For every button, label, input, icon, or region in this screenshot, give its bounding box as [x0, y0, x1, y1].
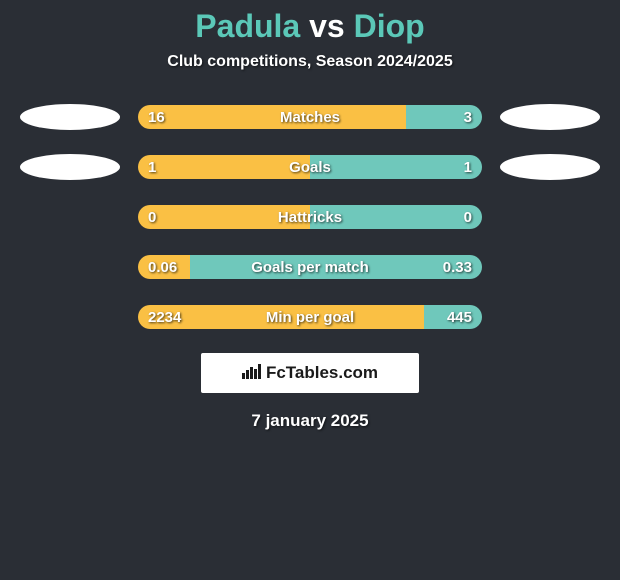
spacer — [500, 304, 600, 330]
player-right-marker — [500, 104, 600, 130]
player-left-marker — [20, 154, 120, 180]
stat-value-right: 0.33 — [443, 255, 472, 279]
stat-row: 1Goals1 — [0, 153, 620, 181]
stat-value-right: 3 — [464, 105, 472, 129]
comparison-widget: Padula vs Diop Club competitions, Season… — [0, 0, 620, 431]
stat-value-right: 1 — [464, 155, 472, 179]
stat-row: 2234Min per goal445 — [0, 303, 620, 331]
player-left-name: Padula — [195, 8, 300, 44]
stat-row: 0Hattricks0 — [0, 203, 620, 231]
spacer — [500, 254, 600, 280]
stat-label: Goals — [138, 155, 482, 179]
stat-row: 0.06Goals per match0.33 — [0, 253, 620, 281]
stat-bar: 1Goals1 — [138, 155, 482, 179]
spacer — [20, 304, 120, 330]
stat-label: Goals per match — [138, 255, 482, 279]
stats-container: 16Matches3 1Goals1 0Hattricks0 0.06Goals pe… — [0, 103, 620, 331]
stat-label: Matches — [138, 105, 482, 129]
stat-bar: 2234Min per goal445 — [138, 305, 482, 329]
brand-text: FcTables.com — [266, 363, 378, 383]
player-right-name: Diop — [354, 8, 425, 44]
stat-value-right: 445 — [447, 305, 472, 329]
stat-row: 16Matches3 — [0, 103, 620, 131]
player-left-marker — [20, 104, 120, 130]
title-vs: vs — [309, 8, 345, 44]
spacer — [20, 204, 120, 230]
title: Padula vs Diop — [0, 8, 620, 45]
spacer — [20, 254, 120, 280]
stat-label: Hattricks — [138, 205, 482, 229]
spacer — [500, 204, 600, 230]
date-text: 7 january 2025 — [0, 411, 620, 431]
player-right-marker — [500, 154, 600, 180]
stat-bar: 16Matches3 — [138, 105, 482, 129]
brand-box[interactable]: FcTables.com — [201, 353, 419, 393]
stat-bar: 0Hattricks0 — [138, 205, 482, 229]
subtitle: Club competitions, Season 2024/2025 — [0, 53, 620, 71]
stat-label: Min per goal — [138, 305, 482, 329]
bar-chart-icon — [242, 363, 262, 384]
stat-value-right: 0 — [464, 205, 472, 229]
stat-bar: 0.06Goals per match0.33 — [138, 255, 482, 279]
